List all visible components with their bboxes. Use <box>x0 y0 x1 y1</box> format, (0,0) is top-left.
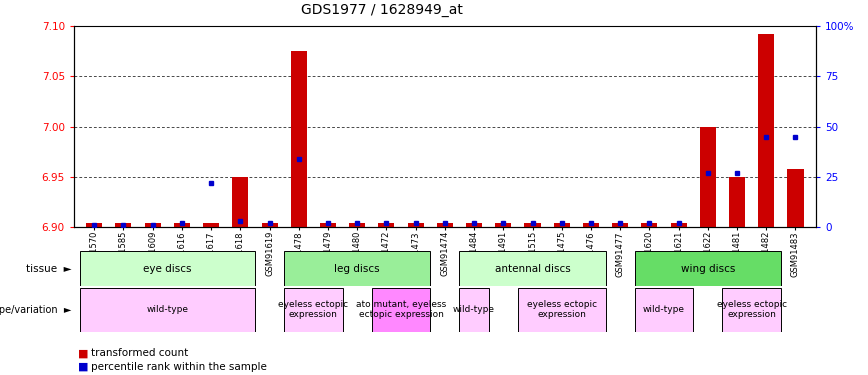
Bar <box>291 51 306 227</box>
Bar <box>496 223 511 227</box>
Text: eye discs: eye discs <box>143 264 192 273</box>
Bar <box>641 223 657 227</box>
Bar <box>86 223 102 227</box>
Bar <box>145 223 161 227</box>
Bar <box>729 177 745 227</box>
Bar <box>378 223 394 227</box>
Bar <box>700 127 716 227</box>
Text: wild-type: wild-type <box>453 305 495 314</box>
Bar <box>372 288 431 332</box>
Text: wild-type: wild-type <box>643 305 685 314</box>
Bar <box>671 223 687 227</box>
Bar <box>635 251 781 286</box>
Bar <box>233 177 248 227</box>
Bar <box>759 34 774 227</box>
Bar <box>459 288 489 332</box>
Text: leg discs: leg discs <box>334 264 380 273</box>
Text: percentile rank within the sample: percentile rank within the sample <box>91 362 267 372</box>
Bar <box>459 251 606 286</box>
Bar <box>524 223 541 227</box>
Bar <box>408 223 424 227</box>
Text: genotype/variation  ►: genotype/variation ► <box>0 305 71 315</box>
Bar <box>518 288 606 332</box>
Text: wild-type: wild-type <box>147 305 188 314</box>
Text: tissue  ►: tissue ► <box>25 264 71 273</box>
Bar <box>722 288 781 332</box>
Bar <box>583 223 599 227</box>
Bar <box>437 223 453 227</box>
Text: ■: ■ <box>78 348 89 358</box>
Bar <box>554 223 569 227</box>
Bar <box>787 169 804 227</box>
Text: eyeless ectopic
expression: eyeless ectopic expression <box>717 300 786 320</box>
Text: transformed count: transformed count <box>91 348 188 358</box>
Text: GDS1977 / 1628949_at: GDS1977 / 1628949_at <box>301 3 463 17</box>
Bar <box>284 288 343 332</box>
Text: eyeless ectopic
expression: eyeless ectopic expression <box>279 300 348 320</box>
Text: ato mutant, eyeless
ectopic expression: ato mutant, eyeless ectopic expression <box>356 300 446 320</box>
Text: eyeless ectopic
expression: eyeless ectopic expression <box>527 300 597 320</box>
Bar <box>80 288 255 332</box>
Bar <box>115 223 131 227</box>
Bar <box>261 223 278 227</box>
Bar <box>612 223 628 227</box>
Text: wing discs: wing discs <box>681 264 735 273</box>
Bar <box>320 223 336 227</box>
Bar <box>635 288 694 332</box>
Bar <box>174 223 190 227</box>
Bar <box>284 251 431 286</box>
Bar <box>80 251 255 286</box>
Bar <box>349 223 365 227</box>
Text: ■: ■ <box>78 362 89 372</box>
Bar <box>203 223 219 227</box>
Bar <box>466 223 482 227</box>
Text: antennal discs: antennal discs <box>495 264 570 273</box>
